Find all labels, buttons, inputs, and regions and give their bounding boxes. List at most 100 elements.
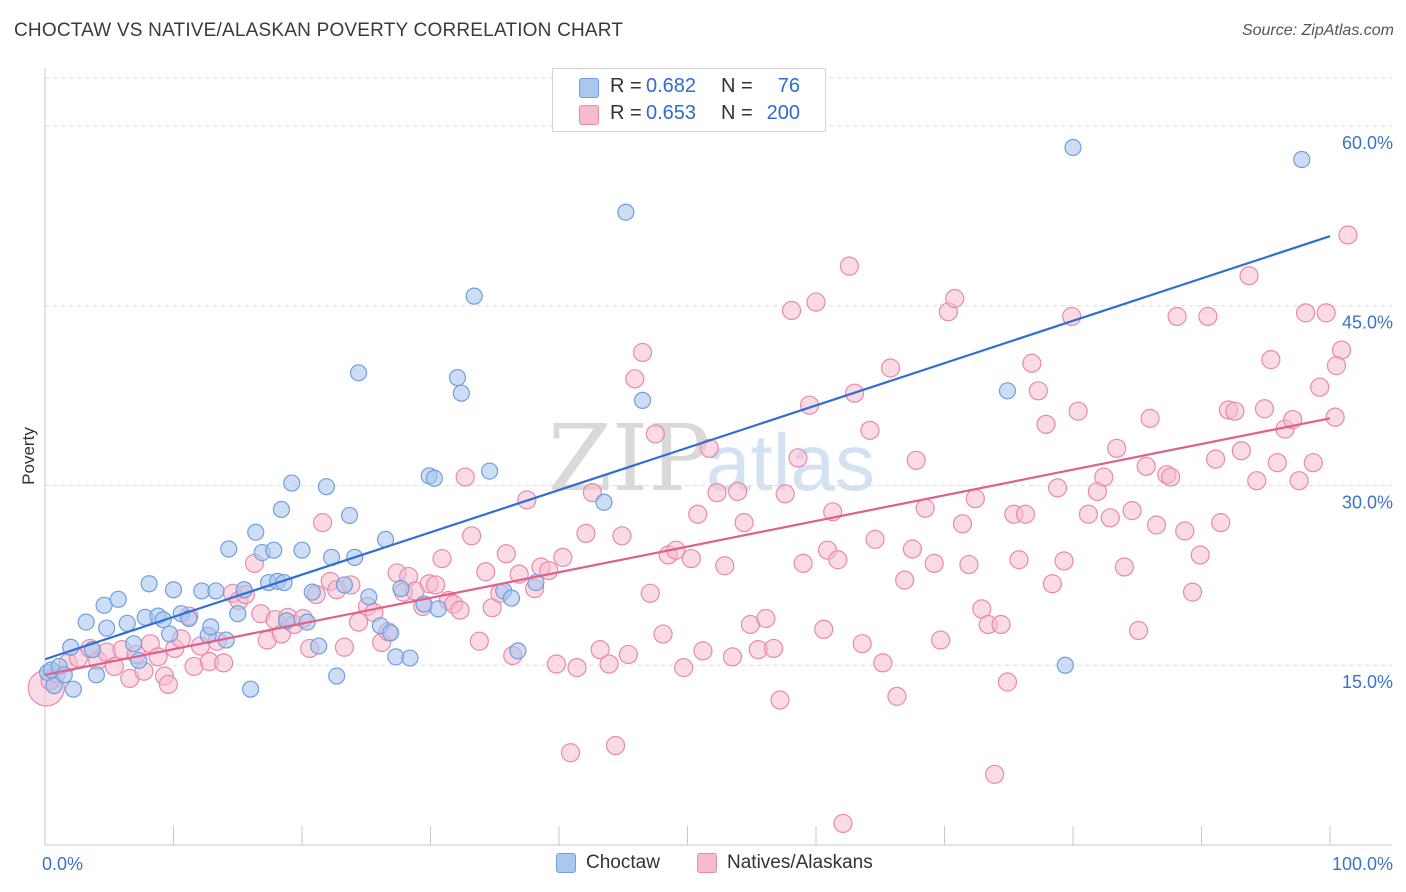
point-choctaw-6 (64, 680, 82, 698)
point-natives-167 (1190, 545, 1210, 565)
point-choctaw-38 (272, 500, 291, 519)
point-natives-110 (806, 292, 826, 312)
x-tick-label-0: 0.0% (42, 854, 83, 874)
point-natives-169 (1206, 449, 1226, 469)
stats-legend: R = 0.682 N = 76 R = 0.653 N = 200 (552, 68, 826, 132)
point-natives-186 (1325, 407, 1345, 427)
point-natives-77 (582, 483, 603, 503)
point-natives-111 (814, 619, 834, 639)
point-natives-71 (539, 560, 559, 581)
point-natives-115 (833, 813, 853, 834)
point-natives-137 (985, 764, 1005, 784)
point-natives-81 (612, 526, 632, 546)
point-natives-138 (991, 614, 1011, 635)
stats-row-natives: R = 0.653 N = 200 (553, 102, 825, 128)
point-choctaw-17 (140, 575, 158, 593)
point-choctaw-21 (164, 581, 183, 599)
y-axis-label: Poverty (19, 427, 38, 485)
point-natives-163 (1161, 467, 1181, 487)
point-natives-84 (632, 342, 653, 363)
point-choctaw-9 (87, 666, 106, 684)
point-choctaw-31 (235, 581, 253, 599)
y-tick-label-3: 60.0% (1342, 133, 1393, 153)
point-natives-126 (906, 450, 926, 470)
point-choctaw-59 (401, 649, 419, 667)
point-natives-168 (1198, 306, 1218, 327)
point-natives-164 (1167, 306, 1187, 327)
point-choctaw-33 (247, 523, 265, 541)
point-natives-183 (1303, 453, 1323, 473)
legend-label-natives: Natives/Alaskans (727, 852, 873, 873)
point-natives-62 (476, 562, 496, 582)
point-natives-176 (1254, 399, 1275, 419)
point-natives-175 (1247, 471, 1267, 491)
point-natives-128 (924, 553, 944, 573)
point-choctaw-75 (998, 382, 1017, 400)
point-natives-43 (348, 612, 369, 632)
point-choctaw-66 (465, 287, 483, 305)
point-natives-74 (560, 743, 581, 763)
point-natives-123 (887, 686, 907, 706)
swatch-choctaw (579, 78, 599, 98)
point-choctaw-30 (229, 605, 247, 623)
point-natives-154 (1100, 508, 1120, 528)
point-choctaw-7 (77, 613, 95, 631)
point-natives-153 (1094, 467, 1114, 487)
point-natives-177 (1261, 350, 1281, 370)
point-natives-124 (895, 570, 915, 590)
point-natives-105 (775, 484, 795, 504)
point-choctaw-56 (382, 624, 400, 642)
point-natives-166 (1182, 582, 1203, 602)
point-natives-143 (1022, 353, 1042, 373)
point-choctaw-53 (360, 588, 378, 606)
point-natives-61 (469, 631, 489, 651)
point-choctaw-57 (387, 648, 405, 666)
point-natives-149 (1062, 306, 1082, 327)
point-natives-95 (707, 483, 727, 503)
point-choctaw-76 (1056, 656, 1074, 674)
point-natives-72 (546, 654, 567, 674)
point-choctaw-2 (45, 677, 63, 695)
point-natives-159 (1136, 456, 1156, 476)
point-choctaw-70 (509, 642, 527, 660)
point-natives-147 (1047, 478, 1068, 498)
point-choctaw-58 (392, 579, 410, 598)
point-choctaw-46 (317, 478, 336, 496)
point-natives-85 (640, 583, 660, 603)
n-label: N = (721, 102, 753, 124)
point-natives-122 (880, 358, 901, 378)
point-natives-125 (902, 539, 922, 559)
point-choctaw-13 (118, 614, 136, 632)
point-choctaw-27 (207, 582, 225, 600)
point-natives-155 (1107, 438, 1127, 458)
point-choctaw-64 (448, 369, 467, 387)
point-choctaw-23 (180, 609, 198, 628)
point-natives-83 (625, 369, 645, 389)
point-natives-160 (1140, 408, 1160, 428)
point-choctaw-78 (1293, 150, 1311, 169)
point-choctaw-44 (303, 583, 321, 601)
point-choctaw-72 (595, 493, 613, 511)
point-natives-76 (576, 523, 596, 544)
point-natives-119 (860, 420, 880, 440)
point-natives-118 (852, 634, 872, 654)
point-natives-157 (1122, 501, 1142, 521)
point-choctaw-12 (109, 590, 127, 608)
point-natives-156 (1114, 557, 1135, 577)
r-value-natives: 0.653 (646, 102, 697, 124)
point-natives-148 (1054, 551, 1074, 571)
tick-labels: 15.0% 30.0% 45.0% 60.0% 0.0% 100.0% (42, 133, 1393, 874)
point-natives-144 (1028, 381, 1048, 401)
point-natives-178 (1267, 453, 1287, 473)
legend-swatch-choctaw (556, 853, 576, 873)
point-choctaw-65 (452, 384, 470, 402)
trend-lines (44, 235, 1331, 676)
watermark-zip: ZIP (548, 405, 710, 512)
point-natives-165 (1175, 521, 1195, 541)
point-choctaw-41 (283, 474, 301, 492)
point-natives-87 (653, 624, 673, 644)
point-natives-65 (496, 544, 516, 564)
point-choctaw-48 (328, 667, 346, 685)
point-natives-172 (1225, 401, 1245, 421)
point-natives-139 (997, 672, 1018, 692)
